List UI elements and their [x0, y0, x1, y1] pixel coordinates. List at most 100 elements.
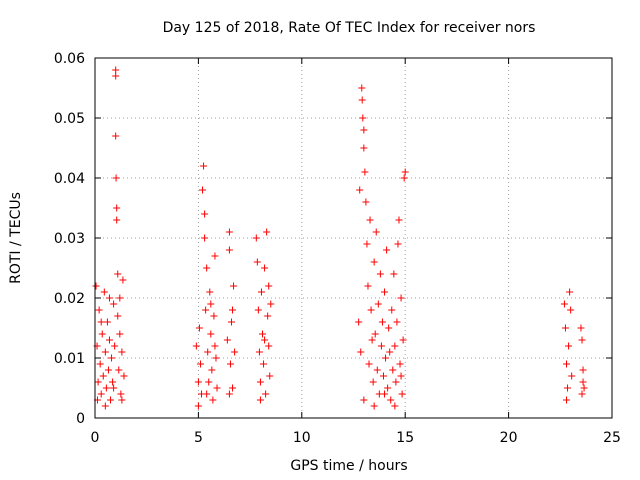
data-point — [261, 264, 269, 272]
data-point — [366, 216, 374, 224]
data-point — [391, 402, 399, 410]
data-point — [119, 276, 127, 284]
data-point — [105, 336, 113, 344]
data-point — [112, 72, 120, 80]
data-point — [112, 174, 120, 182]
data-point — [92, 282, 100, 290]
data-point — [210, 312, 218, 320]
data-point — [108, 354, 116, 362]
data-point — [194, 402, 202, 410]
data-point — [203, 264, 211, 272]
data-point — [370, 258, 378, 266]
data-point — [230, 282, 238, 290]
data-point — [394, 240, 402, 248]
x-tick-label: 20 — [500, 430, 518, 446]
data-point — [577, 324, 585, 332]
data-point — [361, 168, 369, 176]
data-point — [370, 402, 378, 410]
data-point — [388, 306, 396, 314]
data-point — [211, 252, 219, 260]
data-point — [390, 270, 398, 278]
data-point — [368, 336, 376, 344]
data-point — [114, 270, 122, 278]
data-point — [196, 360, 204, 368]
data-point — [265, 282, 273, 290]
data-point — [98, 330, 106, 338]
data-point — [578, 336, 586, 344]
data-point — [204, 348, 212, 356]
data-point — [107, 396, 115, 404]
data-point — [114, 312, 122, 320]
data-point — [561, 324, 569, 332]
data-point — [96, 360, 104, 368]
data-point — [579, 378, 587, 386]
grid-lines — [95, 58, 612, 418]
data-point — [358, 96, 366, 104]
data-point — [364, 282, 372, 290]
y-tick-label: 0 — [76, 411, 85, 427]
data-point — [262, 390, 270, 398]
data-point — [389, 366, 397, 374]
data-point — [376, 270, 384, 278]
axis-ticks: 0 5 10 15 20 25 0 0.01 0.02 0.03 0.04 0.05 0.06 — [54, 51, 621, 446]
data-point — [381, 390, 389, 398]
data-point — [264, 312, 272, 320]
data-point — [568, 372, 576, 380]
data-point — [102, 384, 110, 392]
data-point — [256, 396, 264, 404]
data-point — [257, 288, 265, 296]
data-point — [567, 306, 575, 314]
data-point — [223, 336, 231, 344]
data-point — [225, 246, 233, 254]
data-point — [211, 342, 219, 350]
data-point — [112, 66, 120, 74]
y-tick-label: 0.02 — [54, 291, 85, 307]
data-point — [256, 378, 264, 386]
data-point — [398, 390, 406, 398]
data-point — [565, 342, 573, 350]
data-point — [263, 228, 271, 236]
data-point — [201, 210, 209, 218]
chart-title: Day 125 of 2018, Rate Of TEC Index for r… — [163, 20, 536, 36]
data-point — [205, 378, 213, 386]
data-point — [363, 240, 371, 248]
data-point — [379, 372, 387, 380]
data-point — [192, 342, 200, 350]
data-point — [374, 300, 382, 308]
data-point — [209, 396, 217, 404]
data-point — [113, 216, 121, 224]
y-tick-label: 0.01 — [54, 351, 85, 367]
data-point — [373, 366, 381, 374]
y-axis-label: ROTI / TECUs — [8, 192, 24, 284]
data-point — [560, 300, 568, 308]
data-point — [255, 348, 263, 356]
data-point — [386, 348, 394, 356]
data-point — [365, 360, 373, 368]
data-point — [367, 306, 375, 314]
data-point — [254, 306, 262, 314]
data-point — [226, 360, 234, 368]
data-point — [105, 294, 113, 302]
data-point — [112, 132, 120, 140]
data-point — [213, 384, 221, 392]
data-point — [384, 384, 392, 392]
data-point — [103, 318, 111, 326]
data-point — [116, 294, 124, 302]
data-point — [265, 342, 273, 350]
data-point — [110, 384, 118, 392]
data-point — [395, 216, 403, 224]
data-point — [393, 318, 401, 326]
data-point — [357, 348, 365, 356]
data-point — [252, 234, 260, 242]
data-point — [101, 348, 109, 356]
x-tick-label: 5 — [194, 430, 203, 446]
data-point — [201, 234, 209, 242]
data-point — [200, 162, 208, 170]
x-tick-label: 10 — [293, 430, 311, 446]
data-point — [356, 186, 364, 194]
data-point — [97, 318, 105, 326]
data-point — [104, 366, 112, 374]
data-point — [400, 174, 408, 182]
